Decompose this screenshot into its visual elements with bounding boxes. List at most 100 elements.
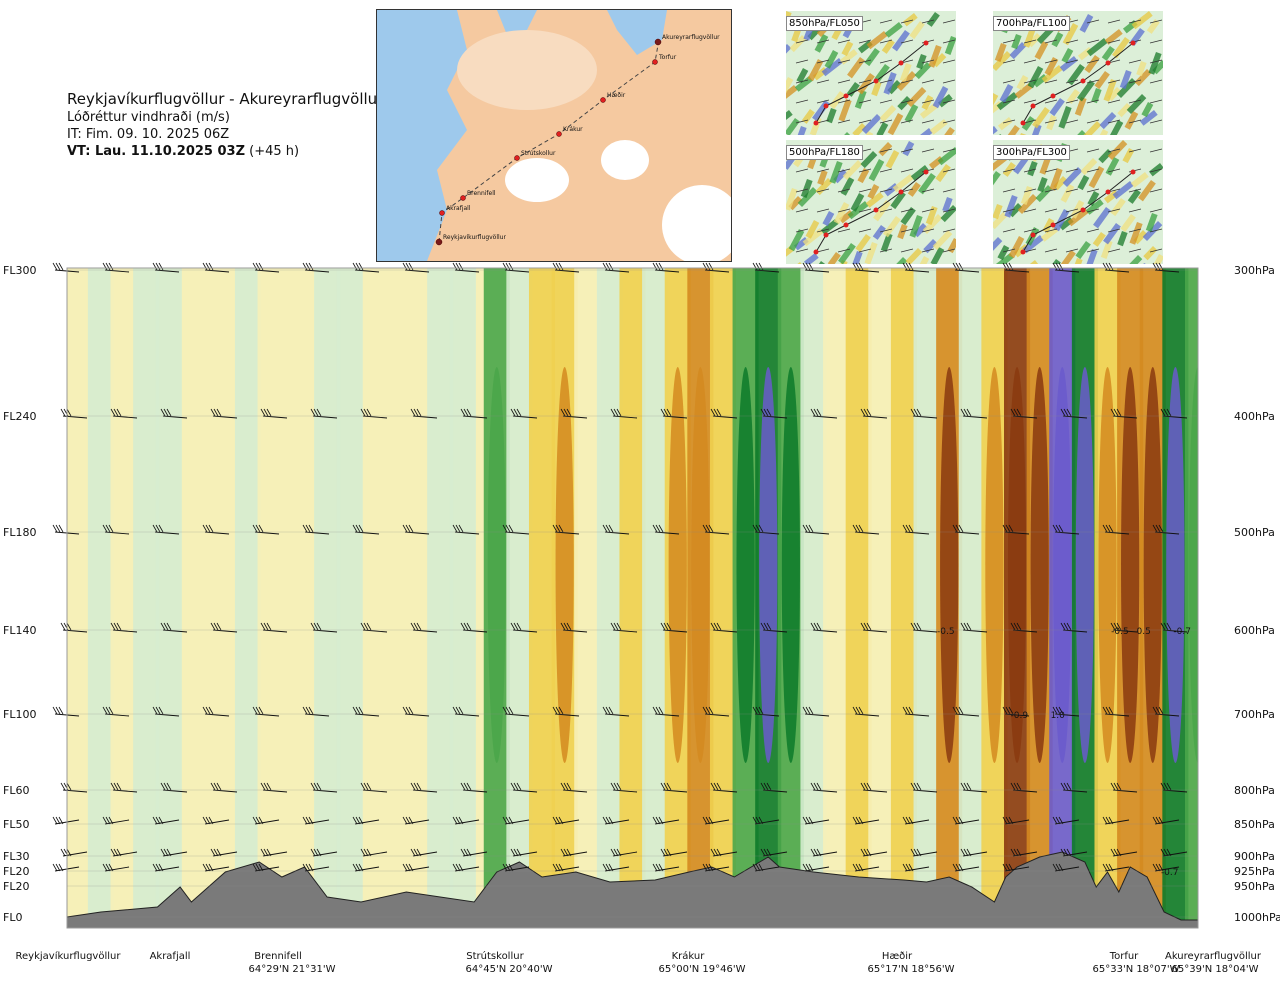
wind-barb bbox=[702, 816, 730, 825]
route-point-marker bbox=[435, 238, 443, 246]
mini-field-cell bbox=[1067, 63, 1085, 86]
mini-field-cell bbox=[937, 127, 955, 135]
mini-route-point bbox=[843, 222, 849, 228]
wind-barb bbox=[102, 706, 130, 717]
left-level-label: FL140 bbox=[3, 624, 36, 637]
mini-field-cell bbox=[1002, 162, 1016, 177]
mini-wind-arrow bbox=[795, 39, 809, 44]
wind-barb bbox=[102, 816, 130, 825]
wind-barb bbox=[1060, 782, 1088, 793]
mini-field-cell bbox=[1059, 56, 1078, 72]
mini-field-cell bbox=[880, 233, 893, 252]
mini-wind-arrow bbox=[900, 99, 914, 104]
mini-field-cell bbox=[1008, 202, 1023, 218]
mini-route-point bbox=[898, 60, 904, 66]
mini-wind-arrow bbox=[879, 79, 893, 84]
wind-barb bbox=[952, 863, 980, 872]
mini-wind-arrow bbox=[858, 208, 872, 213]
wind-barb bbox=[310, 848, 338, 857]
location-coord: 65°33'N 18°07'W bbox=[1092, 964, 1180, 975]
vertical-velocity-field bbox=[67, 268, 1198, 928]
mini-wind-arrow bbox=[942, 148, 956, 153]
mini-field-cell bbox=[1084, 249, 1098, 264]
wind-barb bbox=[1102, 863, 1130, 872]
glacier-vatnajokull bbox=[662, 185, 731, 261]
mini-field-cell bbox=[833, 169, 848, 184]
wind-barb bbox=[710, 408, 738, 419]
mini-field-cell bbox=[1091, 88, 1102, 104]
wind-barb bbox=[510, 622, 538, 633]
mini-field-cell bbox=[824, 50, 839, 69]
mini-field-cell bbox=[867, 184, 880, 200]
mini-field-cell bbox=[803, 253, 819, 264]
wind-barb bbox=[1102, 524, 1130, 535]
wind-barb bbox=[960, 622, 988, 633]
mini-route-point bbox=[813, 120, 819, 126]
wind-barb bbox=[202, 863, 230, 872]
mini-field-cell bbox=[996, 92, 1018, 111]
right-level-label: 600hPa bbox=[1234, 624, 1275, 637]
wind-barb bbox=[560, 408, 588, 419]
wind-barb bbox=[560, 622, 588, 633]
mini-wind-arrow bbox=[1128, 208, 1142, 213]
route-point-label: Reykjavíkurflugvöllur bbox=[443, 234, 506, 241]
mini-field-cell bbox=[1143, 245, 1158, 261]
mini-field-cell bbox=[820, 219, 839, 235]
mini-wind-arrow bbox=[1128, 188, 1142, 193]
mini-wind-arrow bbox=[816, 79, 830, 84]
left-level-label: FL240 bbox=[3, 410, 36, 423]
wind-barb bbox=[110, 848, 138, 857]
wind-barb bbox=[960, 408, 988, 419]
mini-field-cell bbox=[932, 53, 947, 68]
field-column bbox=[110, 268, 137, 928]
mini-field-cell bbox=[873, 200, 891, 222]
mini-field-cell bbox=[1136, 61, 1147, 77]
mini-field-cell bbox=[1134, 69, 1152, 87]
wind-barb bbox=[1152, 863, 1180, 872]
wind-barb bbox=[352, 524, 380, 535]
mini-field-cell bbox=[922, 213, 943, 234]
mini-field-cell bbox=[871, 81, 882, 97]
mini-wind-arrow bbox=[879, 148, 893, 153]
wind-barb bbox=[360, 782, 388, 793]
mini-wind-arrow bbox=[1023, 248, 1037, 253]
wind-barb bbox=[652, 524, 680, 535]
mini-field-cell bbox=[1053, 176, 1068, 191]
mini-map-700: 700hPa/FL100 bbox=[993, 11, 1163, 135]
right-level-label: 500hPa bbox=[1234, 526, 1275, 539]
mini-wind-arrow bbox=[942, 119, 956, 124]
mini-field-cell bbox=[1119, 69, 1132, 89]
mini-map-300-svg bbox=[993, 140, 1163, 264]
route-point-marker bbox=[652, 59, 658, 65]
mini-field-cell bbox=[815, 178, 833, 196]
mini-field-cell bbox=[1060, 184, 1075, 203]
mini-field-cell bbox=[786, 44, 792, 64]
wind-barb bbox=[752, 262, 780, 273]
mini-wind-arrow bbox=[879, 228, 893, 233]
mini-field-cell bbox=[885, 150, 900, 169]
mini-wind-arrow bbox=[900, 168, 914, 173]
mini-wind-arrow bbox=[837, 228, 851, 233]
mini-field-cell bbox=[896, 71, 917, 91]
fjord-north-west bbox=[497, 10, 537, 35]
field-column bbox=[958, 268, 985, 928]
mini-wind-arrow bbox=[1107, 228, 1121, 233]
mini-field-cell bbox=[1103, 223, 1121, 245]
field-core bbox=[1098, 367, 1117, 763]
mini-wind-arrow bbox=[858, 188, 872, 193]
mini-field-cell bbox=[822, 211, 835, 227]
mini-wind-arrow bbox=[1002, 168, 1016, 173]
mini-route-point bbox=[1020, 120, 1026, 126]
mini-route-point bbox=[813, 249, 819, 255]
wind-barb bbox=[252, 706, 280, 717]
contour-value-label: 1.0 bbox=[1051, 711, 1066, 721]
mini-wind-arrow bbox=[837, 99, 851, 104]
wind-barb bbox=[152, 524, 180, 535]
mini-route-line bbox=[1022, 171, 1134, 253]
mini-wind-arrow bbox=[837, 79, 851, 84]
mini-wind-arrow bbox=[879, 168, 893, 173]
wind-barb bbox=[552, 524, 580, 535]
mini-field-cell bbox=[1017, 193, 1038, 214]
mini-field-cell bbox=[1008, 236, 1025, 259]
mini-wind-arrow bbox=[900, 228, 914, 233]
